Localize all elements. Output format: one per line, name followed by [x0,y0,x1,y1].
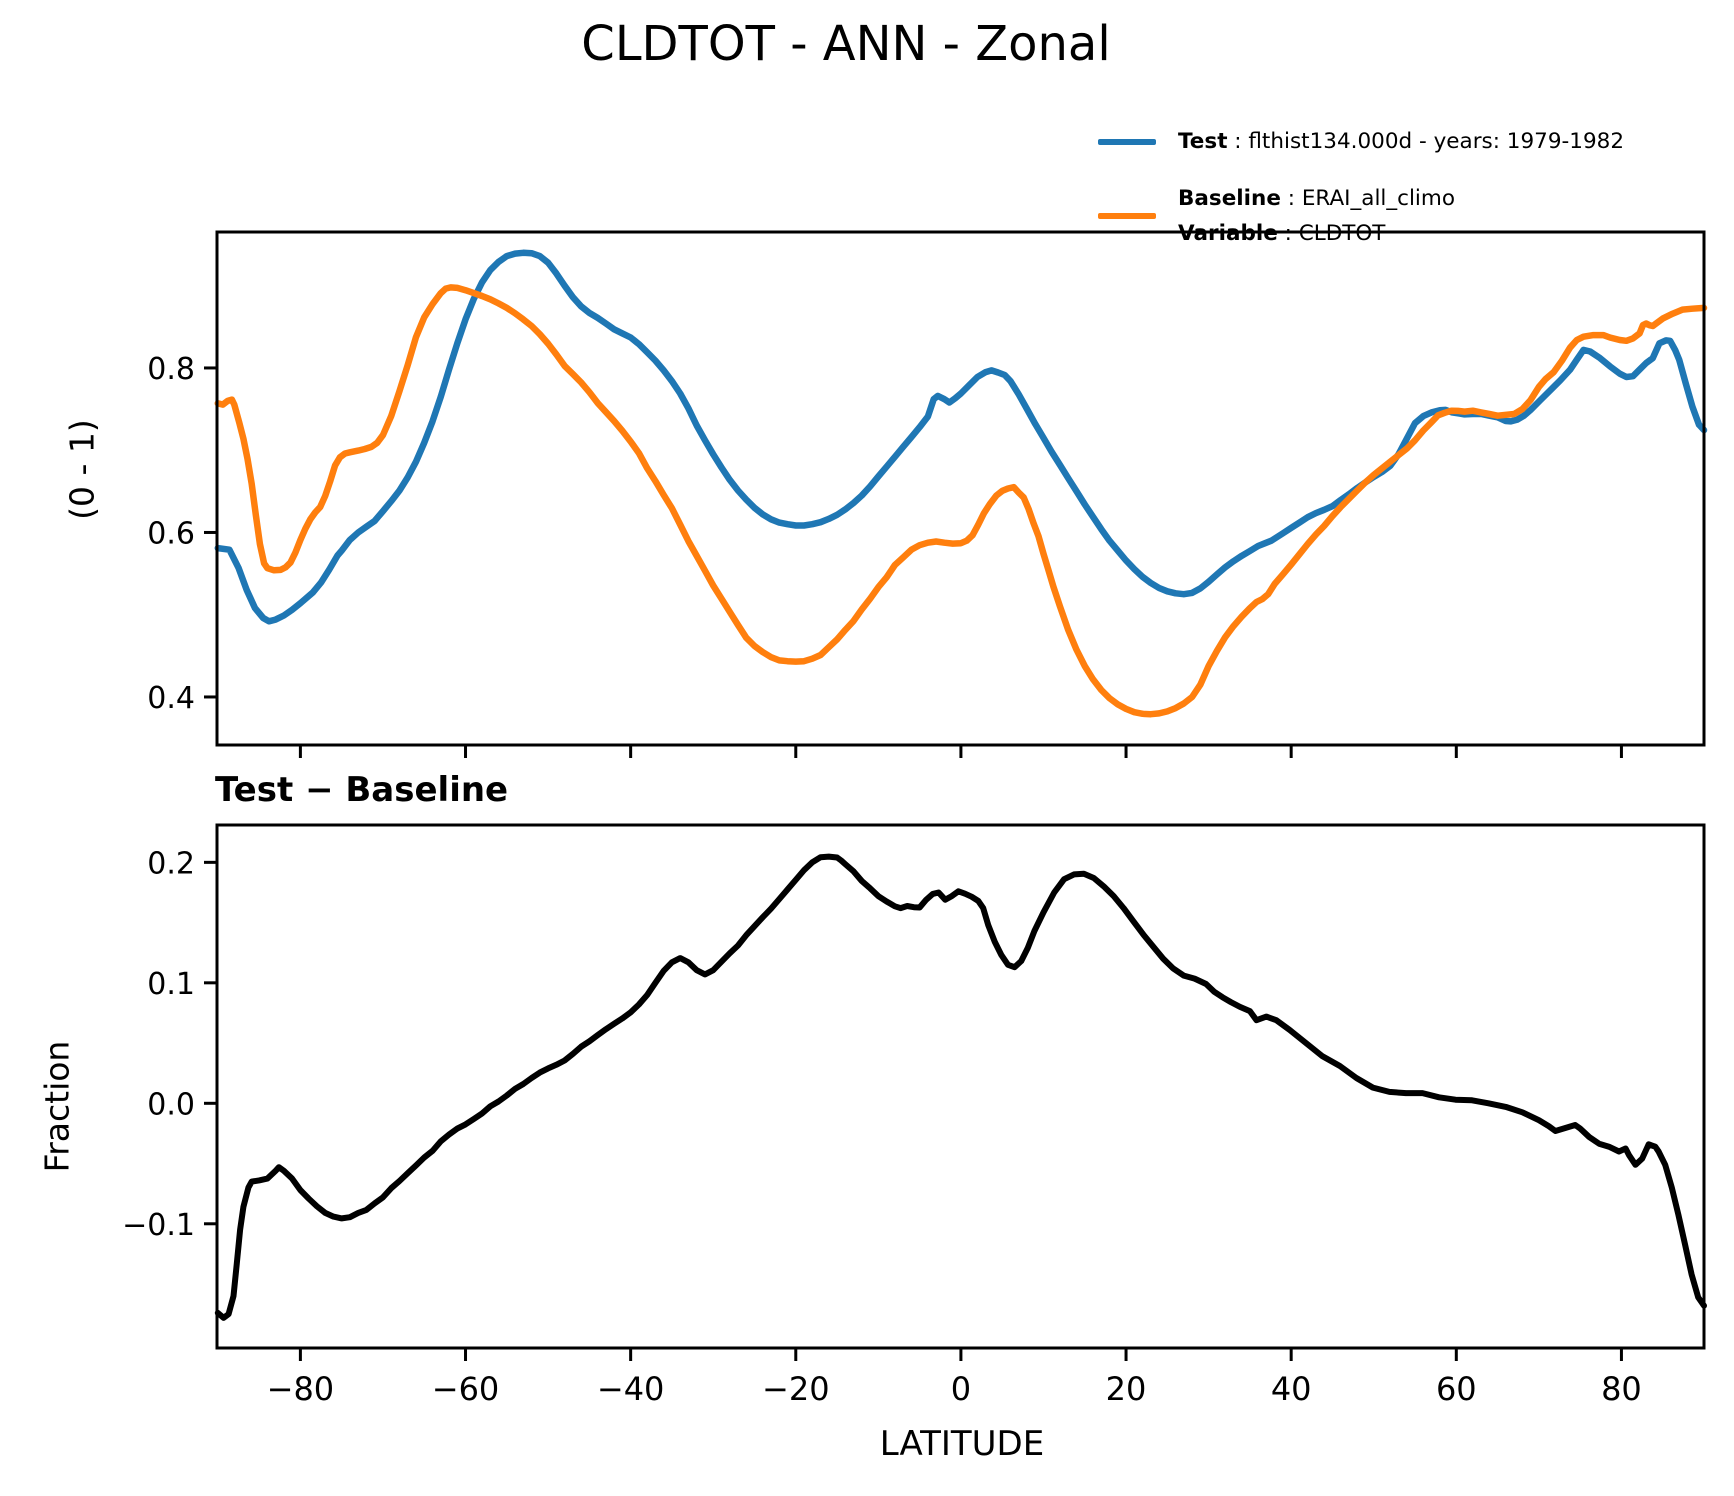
diff-xtick-label: −80 [267,1370,335,1408]
legend-test-label: Test [1178,129,1228,154]
legend-baseline-line: Baseline : ERAI_all_climo [1178,181,1455,216]
x-axis-label: LATITUDE [879,1424,1045,1464]
diff-panel-subtitle: Test − Baseline [215,770,509,810]
legend-test-text: Test : flthist134.000d - years: 1979-198… [1178,124,1624,159]
diff-xtick-label: −20 [762,1370,830,1408]
test-line-swatch [1098,138,1156,145]
diff-xtick-label: 0 [951,1370,971,1408]
diff-ytick-label: −0.1 [122,1208,195,1243]
diff-xtick-label: 20 [1106,1370,1147,1408]
diff-ytick-label: 0.2 [147,846,195,881]
diff-panel-frame [215,823,1706,1350]
legend-baseline-label: Baseline [1178,186,1281,211]
legend-item-test: Test : flthist134.000d - years: 1979-198… [1098,124,1624,159]
chart-title: CLDTOT - ANN - Zonal [581,16,1111,72]
diff-xtick-label: −40 [597,1370,665,1408]
baseline-line-swatch [1098,213,1156,219]
legend-test-value: : flthist134.000d - years: 1979-1982 [1227,129,1625,154]
main-panel-frame [215,230,1706,747]
diff-ytick-label: 0.1 [147,967,195,1002]
diff-xtick-label: −60 [432,1370,500,1408]
diff-xtick-label: 60 [1436,1370,1477,1408]
main-ytick-label: 0.8 [147,352,195,387]
main-ytick-label: 0.6 [147,516,195,551]
main-test-line [214,249,1708,625]
diff-diff-line [214,853,1707,1321]
main-ytick-label: 0.4 [147,681,195,716]
diff-xtick-label: 40 [1271,1370,1312,1408]
legend: Test : flthist134.000d - years: 1979-198… [1098,124,1624,251]
diff-xtick-label: 80 [1601,1370,1642,1408]
main-baseline-line [214,284,1708,718]
legend-baseline-value: : ERAI_all_climo [1280,186,1456,211]
diff-ytick-label: 0.0 [147,1087,195,1122]
